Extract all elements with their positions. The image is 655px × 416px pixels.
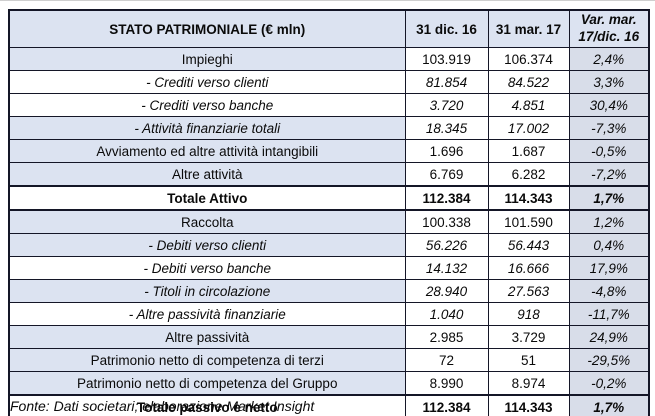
table-row: - Crediti verso clienti 81.854 84.522 3,3% <box>8 70 650 94</box>
row-label: - Titoli in circolazione <box>8 279 406 303</box>
value-mar17: 1.687 <box>487 139 570 163</box>
header-row: STATO PATRIMONIALE (€ mln) 31 dic. 16 31… <box>8 9 650 48</box>
value-dic16: 2.985 <box>404 325 489 349</box>
table-title: STATO PATRIMONIALE (€ mln) <box>8 9 406 48</box>
value-dic16: 112.384 <box>404 394 489 416</box>
value-mar17: 51 <box>487 348 570 372</box>
value-variation: -11,7% <box>568 302 650 326</box>
row-label: Totale passivo e netto <box>8 394 406 416</box>
value-dic16: 3.720 <box>404 93 489 117</box>
value-mar17: 3.729 <box>487 325 570 349</box>
row-label: - Attività finanziarie totali <box>8 116 406 140</box>
table-row: Totale passivo e netto 112.384 114.343 1,7% <box>8 394 650 416</box>
value-dic16: 100.338 <box>404 209 489 234</box>
value-mar17: 6.282 <box>487 162 570 187</box>
value-variation: -0,2% <box>568 371 650 396</box>
table-row: Altre passività 2.985 3.729 24,9% <box>8 325 650 349</box>
value-mar17: 56.443 <box>487 233 570 257</box>
row-label: Patrimonio netto di competenza di terzi <box>8 348 406 372</box>
value-mar17: 8.974 <box>487 371 570 396</box>
value-dic16: 14.132 <box>404 256 489 280</box>
value-mar17: 101.590 <box>487 209 570 234</box>
page-top-divider <box>0 0 655 1</box>
row-label: - Crediti verso clienti <box>8 70 406 94</box>
row-label: Totale Attivo <box>8 185 406 211</box>
value-dic16: 103.919 <box>404 47 489 71</box>
row-label: - Altre passività finanziarie <box>8 302 406 326</box>
value-variation: -29,5% <box>568 348 650 372</box>
value-dic16: 8.990 <box>404 371 489 396</box>
value-dic16: 1.696 <box>404 139 489 163</box>
row-label: Altre passività <box>8 325 406 349</box>
table-body: Impieghi 103.919 106.374 2,4% - Crediti vers… <box>8 47 650 416</box>
value-mar17: 16.666 <box>487 256 570 280</box>
value-dic16: 72 <box>404 348 489 372</box>
table-row: Raccolta 100.338 101.590 1,2% <box>8 209 650 234</box>
value-mar17: 918 <box>487 302 570 326</box>
value-mar17: 84.522 <box>487 70 570 94</box>
value-mar17: 106.374 <box>487 47 570 71</box>
row-label: - Crediti verso banche <box>8 93 406 117</box>
table-row: - Altre passività finanziarie 1.040 918 -11… <box>8 302 650 326</box>
column-header-mar17: 31 mar. 17 <box>487 9 570 48</box>
row-label: Patrimonio netto di competenza del Grupp… <box>8 371 406 396</box>
table-header: STATO PATRIMONIALE (€ mln) 31 dic. 16 31… <box>8 9 650 48</box>
value-dic16: 28.940 <box>404 279 489 303</box>
table-row: Impieghi 103.919 106.374 2,4% <box>8 47 650 71</box>
balance-sheet: STATO PATRIMONIALE (€ mln) 31 dic. 16 31… <box>8 9 650 416</box>
row-label: Raccolta <box>8 209 406 234</box>
value-dic16: 1.040 <box>404 302 489 326</box>
value-variation: 0,4% <box>568 233 650 257</box>
table-row: - Attività finanziarie totali 18.345 17.00… <box>8 116 650 140</box>
value-variation: 24,9% <box>568 325 650 349</box>
table-row: - Crediti verso banche 3.720 4.851 30,4% <box>8 93 650 117</box>
row-label: Altre attività <box>8 162 406 187</box>
table-row: - Debiti verso clienti 56.226 56.443 0,4% <box>8 233 650 257</box>
table-row: Avviamento ed altre attività intangibili… <box>8 139 650 163</box>
table-row: - Debiti verso banche 14.132 16.666 17,9% <box>8 256 650 280</box>
table-row: Altre attività 6.769 6.282 -7,2% <box>8 162 650 187</box>
row-label: Impieghi <box>8 47 406 71</box>
table-row: Totale Attivo 112.384 114.343 1,7% <box>8 185 650 211</box>
value-dic16: 81.854 <box>404 70 489 94</box>
row-label: - Debiti verso banche <box>8 256 406 280</box>
value-dic16: 112.384 <box>404 185 489 211</box>
value-variation: -0,5% <box>568 139 650 163</box>
table-row: Patrimonio netto di competenza del Grupp… <box>8 371 650 396</box>
column-header-dic16: 31 dic. 16 <box>404 9 489 48</box>
balance-sheet-table: STATO PATRIMONIALE (€ mln) 31 dic. 16 31… <box>8 9 650 416</box>
value-mar17: 114.343 <box>487 185 570 211</box>
value-mar17: 114.343 <box>487 394 570 416</box>
value-mar17: 17.002 <box>487 116 570 140</box>
value-variation: 3,3% <box>568 70 650 94</box>
row-label: Avviamento ed altre attività intangibili <box>8 139 406 163</box>
table-row: Patrimonio netto di competenza di terzi 7… <box>8 348 650 372</box>
column-header-variation: Var. mar. 17/dic. 16 <box>568 9 650 48</box>
variation-header-line1: Var. mar. <box>580 12 637 28</box>
value-variation: 1,7% <box>568 185 650 211</box>
value-variation: -4,8% <box>568 279 650 303</box>
row-label: - Debiti verso clienti <box>8 233 406 257</box>
value-variation: 2,4% <box>568 47 650 71</box>
value-dic16: 18.345 <box>404 116 489 140</box>
source-note: Fonte: Dati societari; elaborazione Mark… <box>10 398 315 414</box>
value-variation: 1,7% <box>568 394 650 416</box>
value-variation: -7,3% <box>568 116 650 140</box>
value-dic16: 56.226 <box>404 233 489 257</box>
value-variation: 30,4% <box>568 93 650 117</box>
value-variation: 17,9% <box>568 256 650 280</box>
table-row: - Titoli in circolazione 28.940 27.563 -4,8… <box>8 279 650 303</box>
variation-header-line2: 17/dic. 16 <box>578 29 640 44</box>
value-variation: -7,2% <box>568 162 650 187</box>
value-mar17: 4.851 <box>487 93 570 117</box>
value-variation: 1,2% <box>568 209 650 234</box>
value-mar17: 27.563 <box>487 279 570 303</box>
value-dic16: 6.769 <box>404 162 489 187</box>
